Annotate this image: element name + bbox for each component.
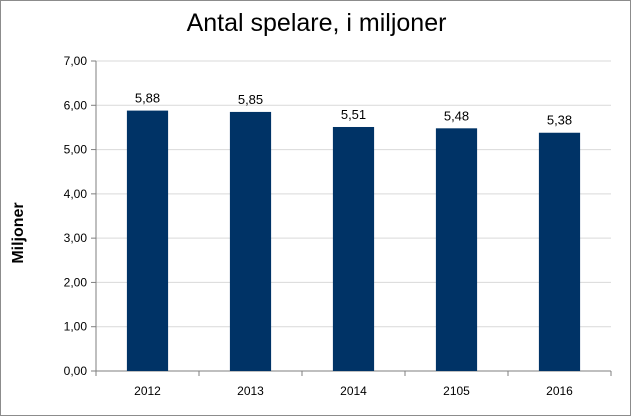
bar: [332, 126, 375, 371]
bar: [538, 132, 581, 371]
x-tick-label: 2105: [443, 384, 470, 398]
x-tick-label: 2014: [340, 384, 367, 398]
y-tick-label: 4,00: [64, 187, 88, 201]
y-tick-label: 2,00: [64, 275, 88, 289]
bar: [126, 110, 169, 371]
bar: [435, 128, 478, 371]
y-tick-label: 7,00: [64, 54, 88, 68]
data-label: 5,88: [135, 91, 160, 106]
y-tick-label: 1,00: [64, 320, 88, 334]
y-tick-label: 6,00: [64, 98, 88, 112]
x-tick-label: 2012: [134, 384, 161, 398]
data-label: 5,85: [238, 92, 263, 107]
chart-title: Antal spelare, i miljoner: [186, 9, 447, 37]
data-label: 5,48: [444, 108, 469, 123]
data-label: 5,38: [547, 113, 572, 128]
x-tick-label: 2013: [237, 384, 264, 398]
y-tick-label: 5,00: [64, 143, 88, 157]
y-tick-label: 0,00: [64, 364, 88, 378]
bar: [229, 111, 272, 371]
y-tick-label: 3,00: [64, 231, 88, 245]
data-label: 5,51: [341, 107, 366, 122]
x-tick-label: 2016: [546, 384, 573, 398]
